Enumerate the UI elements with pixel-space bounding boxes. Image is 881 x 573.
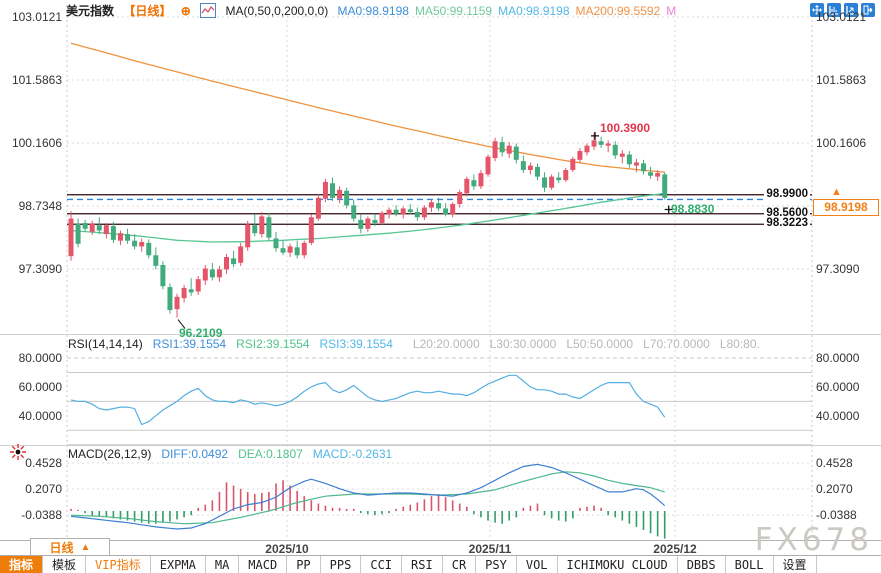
rsi-header: RSI(14,14,14) RSI1:39.1554 RSI2:39.1554 RSI… [68,337,780,351]
indicator-tab[interactable]: EXPMA [151,556,206,573]
axis-label: 60.0000 [816,379,860,394]
axis-label: 60.0000 [18,379,62,394]
rsi-name[interactable]: RSI(14,14,14) [68,337,143,351]
indicator-tab[interactable]: ICHIMOKU CLOUD [558,556,678,573]
exit-icon[interactable] [861,3,875,17]
price-up-arrow-icon: ▲ [831,186,842,198]
axis-label: 0.2070 [25,482,62,497]
axis-label: 40.0000 [18,408,62,423]
move-icon[interactable] [810,3,824,17]
live-burst-icon[interactable] [9,443,27,464]
period-tag: 【日线】 [123,4,172,18]
ma-settings-label[interactable]: MA(0,50,0,200,0,0) [225,4,329,18]
indicator-tab[interactable]: PPS [321,556,362,573]
price-level-label: 98.9900 [764,187,810,201]
rsi-legend-item: RSI3:39.1554 [319,337,393,351]
axis-label: 0.4528 [816,456,853,470]
axis-zoom-icon[interactable] [827,3,841,17]
rsi-level-label: L70:70.0000 [643,337,710,351]
axis-label: 80.0000 [816,351,860,365]
indicator-tab[interactable]: CR [443,556,477,573]
axis-label: 100.1606 [816,136,867,150]
axis-label: 40.0000 [816,408,860,423]
axis-label: -0.0388 [816,508,857,523]
macd-legend-item: MACD:-0.2631 [312,447,393,461]
indicator-tab[interactable]: 设置 [774,556,817,573]
rsi-level-label: L50:50.0000 [566,337,634,351]
time-axis: 2025/10 2025/11 2025/12 [0,540,881,556]
indicator-tab[interactable]: CCI [361,556,403,573]
axis-label: 98.7348 [18,199,62,213]
price-level-label: 98.3223 [764,217,810,231]
indicator-tab[interactable]: 模板 [43,556,87,573]
add-indicator-icon[interactable]: ⊕ [180,4,191,18]
indicator-tab[interactable]: MACD [239,556,288,573]
chart-header: 美元指数 【日线】 ⊕ MA(0,50,0,200,0,0) MA0:98.91… [66,3,688,19]
rsi-legend-item: RSI1:39.1554 [152,337,227,351]
axis-label: 101.5863 [11,73,62,87]
swing-high-label: 100.3900 [600,121,651,135]
swing-low-label: 96.2109 [179,326,223,340]
axis-label: 97.3090 [816,262,860,277]
indicator-tab[interactable]: VIP指标 [86,556,151,573]
axis-label: 100.1606 [11,136,62,150]
axis-label: 0.4528 [25,456,62,470]
indicator-tab[interactable]: BOLL [726,556,774,573]
axis-label: 103.0121 [816,10,867,24]
candlestick-chart-icon[interactable] [200,3,217,18]
brand-watermark: FX678 [754,522,873,558]
ma-legend-item: MA0:98.9198 [498,4,570,18]
period-selector-label: 日线 [49,541,74,555]
ma-legend-item: M [666,4,677,18]
rsi-level-label: L30:30.0000 [489,337,557,351]
chevron-up-icon: ▲ [80,542,91,553]
rsi-level-label: L80:80. [719,337,760,351]
indicator-tab[interactable]: DBBS [678,556,726,573]
indicator-tab[interactable]: 指标 [0,556,44,573]
axis-pan-icon[interactable] [844,3,858,17]
indicator-tab[interactable]: VOL [517,556,558,573]
axis-label: 97.3090 [18,262,62,277]
ma-legend-item: MA0:98.9198 [337,4,409,18]
axis-label: -0.0388 [21,508,62,523]
symbol-title: 美元指数 [66,4,115,18]
rsi-legend-item: RSI2:39.1554 [236,337,310,351]
macd-legend-item: DIFF:0.0492 [161,447,229,461]
date-label: 2025/12 [653,542,697,556]
date-label: 2025/10 [265,542,309,556]
axis-label: 101.5863 [816,73,867,87]
ma-legend-item: MA50:99.1159 [414,4,493,18]
macd-legend-item: DEA:0.1807 [238,447,303,461]
ma-legend: MA0:98.9198 MA50:99.1159 MA0:98.9198 MA200:… [338,4,683,18]
macd-name[interactable]: MACD(26,12,9) [68,447,152,461]
macd-header: MACD(26,12,9) DIFF:0.0492 DEA:0.1807 MACD:-… [68,447,412,461]
axis-label: 80.0000 [18,351,62,365]
ma-legend-item: MA200:99.5592 [575,4,661,18]
indicator-tab-bar: 指标 模板 VIP指标 EXPMA MA MACD PP PPS CCI RSI CR PSY VOL I… [0,555,881,573]
rsi-level-label: L20:20.0000 [412,337,480,351]
price-level-label: 98.5600 [764,206,810,220]
indicator-tab[interactable]: PSY [476,556,517,573]
last-low-label: 98.8830 [671,202,715,216]
indicator-tab[interactable]: RSI [402,556,443,573]
current-price-badge: 98.9198 [813,199,879,216]
indicator-tab[interactable]: PP [287,556,321,573]
axis-label: 103.0121 [11,10,62,24]
indicator-tab[interactable]: MA [206,556,240,573]
chart-toolbar [810,3,875,17]
axis-label: 0.2070 [816,482,853,497]
date-label: 2025/11 [468,542,512,556]
